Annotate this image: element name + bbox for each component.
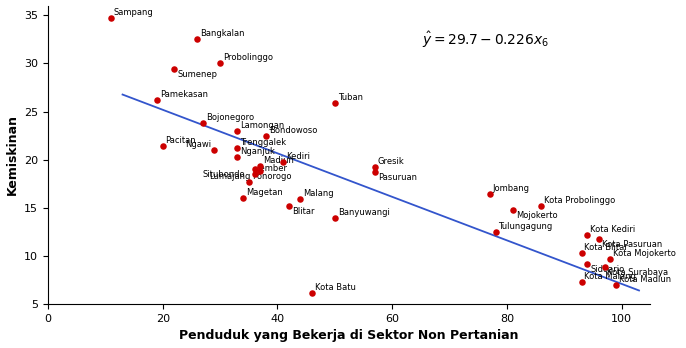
Point — [244, 179, 255, 185]
Text: Blitar: Blitar — [292, 207, 314, 216]
Point — [106, 15, 117, 21]
Text: Bojonegoro: Bojonegoro — [206, 113, 254, 122]
Point — [249, 167, 260, 172]
Point — [232, 154, 243, 160]
Point — [599, 264, 610, 269]
Text: Situbondo: Situbondo — [203, 170, 246, 179]
Point — [295, 196, 306, 202]
Text: Ponorogo: Ponorogo — [252, 172, 291, 181]
Text: Jember: Jember — [257, 164, 287, 173]
Point — [605, 256, 616, 262]
Text: Sidoarjo: Sidoarjo — [590, 265, 624, 274]
Point — [198, 120, 209, 126]
Point — [329, 100, 340, 106]
Text: Bangkalan: Bangkalan — [200, 29, 244, 38]
Point — [255, 164, 265, 169]
Y-axis label: Kemiskinan: Kemiskinan — [5, 114, 19, 195]
Point — [582, 232, 593, 238]
Text: Pacitan: Pacitan — [165, 136, 196, 145]
Point — [576, 250, 587, 256]
Text: Kota Batu: Kota Batu — [315, 283, 355, 292]
Text: $\hat{y} = 29.7 - 0.226x_6$: $\hat{y} = 29.7 - 0.226x_6$ — [421, 30, 548, 50]
Point — [307, 290, 318, 295]
Point — [370, 169, 381, 175]
Text: Nganjuk: Nganjuk — [240, 147, 275, 156]
Text: Sampang: Sampang — [114, 8, 154, 17]
Text: Kota Blitar: Kota Blitar — [584, 243, 628, 252]
Text: Magetan: Magetan — [246, 188, 283, 197]
Point — [283, 203, 294, 209]
Text: Kota Mojokerto: Kota Mojokerto — [613, 249, 676, 258]
Point — [278, 159, 289, 164]
Text: Pamekasan: Pamekasan — [160, 90, 208, 99]
Text: Probolinggo: Probolinggo — [223, 53, 273, 62]
Text: Sumenep: Sumenep — [177, 70, 217, 79]
Point — [370, 165, 381, 170]
Point — [232, 128, 243, 134]
X-axis label: Penduduk yang Bekerja di Sektor Non Pertanian: Penduduk yang Bekerja di Sektor Non Pert… — [180, 330, 519, 342]
Text: Kota Malang: Kota Malang — [584, 272, 637, 281]
Point — [255, 168, 265, 174]
Text: Madiun: Madiun — [263, 157, 294, 165]
Point — [484, 191, 495, 197]
Text: Kota Madiun: Kota Madiun — [619, 275, 671, 284]
Point — [169, 66, 180, 72]
Point — [507, 207, 518, 213]
Point — [191, 37, 202, 42]
Text: Tulungagung: Tulungagung — [499, 222, 553, 231]
Point — [209, 147, 220, 153]
Text: Mojokerto: Mojokerto — [516, 211, 557, 220]
Text: Jombang: Jombang — [493, 184, 530, 193]
Point — [249, 171, 260, 177]
Point — [593, 236, 604, 242]
Point — [536, 203, 547, 209]
Point — [237, 196, 248, 201]
Text: Pasuruan: Pasuruan — [378, 173, 417, 182]
Text: Lamongan: Lamongan — [240, 121, 285, 130]
Text: Gresik: Gresik — [378, 157, 405, 166]
Text: Tuban: Tuban — [338, 93, 363, 102]
Text: Trenggalek: Trenggalek — [240, 138, 286, 147]
Text: Banyuwangi: Banyuwangi — [338, 208, 390, 218]
Point — [490, 229, 501, 235]
Text: Kediri: Kediri — [286, 152, 310, 161]
Point — [157, 143, 168, 149]
Text: Ngawi: Ngawi — [185, 140, 211, 149]
Text: Kota Pasuruan: Kota Pasuruan — [602, 240, 662, 248]
Point — [611, 282, 622, 288]
Text: Kota Kediri: Kota Kediri — [590, 225, 635, 234]
Point — [215, 61, 226, 66]
Text: Lumajang: Lumajang — [209, 172, 250, 181]
Text: Kota Probolinggo: Kota Probolinggo — [544, 196, 615, 205]
Text: Malang: Malang — [303, 189, 334, 198]
Point — [576, 279, 587, 285]
Point — [261, 133, 272, 139]
Point — [232, 145, 243, 151]
Point — [329, 216, 340, 221]
Point — [582, 261, 593, 267]
Point — [152, 97, 163, 103]
Text: Kota Surabaya: Kota Surabaya — [607, 268, 669, 277]
Text: Bondowoso: Bondowoso — [269, 126, 317, 135]
